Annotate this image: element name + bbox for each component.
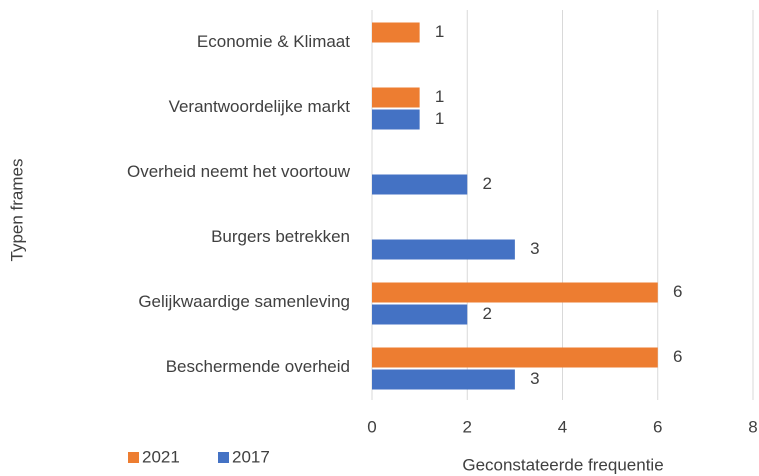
y-tick-label: Verantwoordelijke markt xyxy=(169,97,351,116)
bar xyxy=(372,347,658,368)
bar xyxy=(372,282,658,303)
data-label: 6 xyxy=(673,347,682,366)
y-tick-label: Beschermende overheid xyxy=(166,357,350,376)
data-label: 3 xyxy=(530,239,539,258)
x-tick-label: 6 xyxy=(653,417,662,436)
x-tick-label: 0 xyxy=(367,417,376,436)
bar xyxy=(372,304,468,325)
data-label: 2 xyxy=(483,174,492,193)
bar xyxy=(372,22,420,43)
data-label: 1 xyxy=(435,87,444,106)
legend-label: 2021 xyxy=(142,447,180,466)
data-label: 3 xyxy=(530,369,539,388)
x-tick-label: 2 xyxy=(463,417,472,436)
data-label: 1 xyxy=(435,22,444,41)
x-tick-label: 4 xyxy=(558,417,567,436)
y-tick-label: Economie & Klimaat xyxy=(197,32,350,51)
bar xyxy=(372,174,468,195)
bar xyxy=(372,369,515,390)
data-label: 6 xyxy=(673,282,682,301)
data-label: 2 xyxy=(483,304,492,323)
x-axis-label: Geconstateerde frequentie xyxy=(462,455,663,474)
data-label: 1 xyxy=(435,109,444,128)
y-tick-label: Gelijkwaardige samenleving xyxy=(138,292,350,311)
y-tick-label: Burgers betrekken xyxy=(211,227,350,246)
bar xyxy=(372,109,420,130)
legend-swatch xyxy=(128,452,139,463)
x-tick-label: 8 xyxy=(748,417,757,436)
bar xyxy=(372,239,515,260)
bar xyxy=(372,87,420,108)
legend-swatch xyxy=(218,452,229,463)
legend-label: 2017 xyxy=(232,447,270,466)
y-axis-label: Typen frames xyxy=(7,159,26,262)
y-tick-label: Overheid neemt het voortouw xyxy=(127,162,351,181)
